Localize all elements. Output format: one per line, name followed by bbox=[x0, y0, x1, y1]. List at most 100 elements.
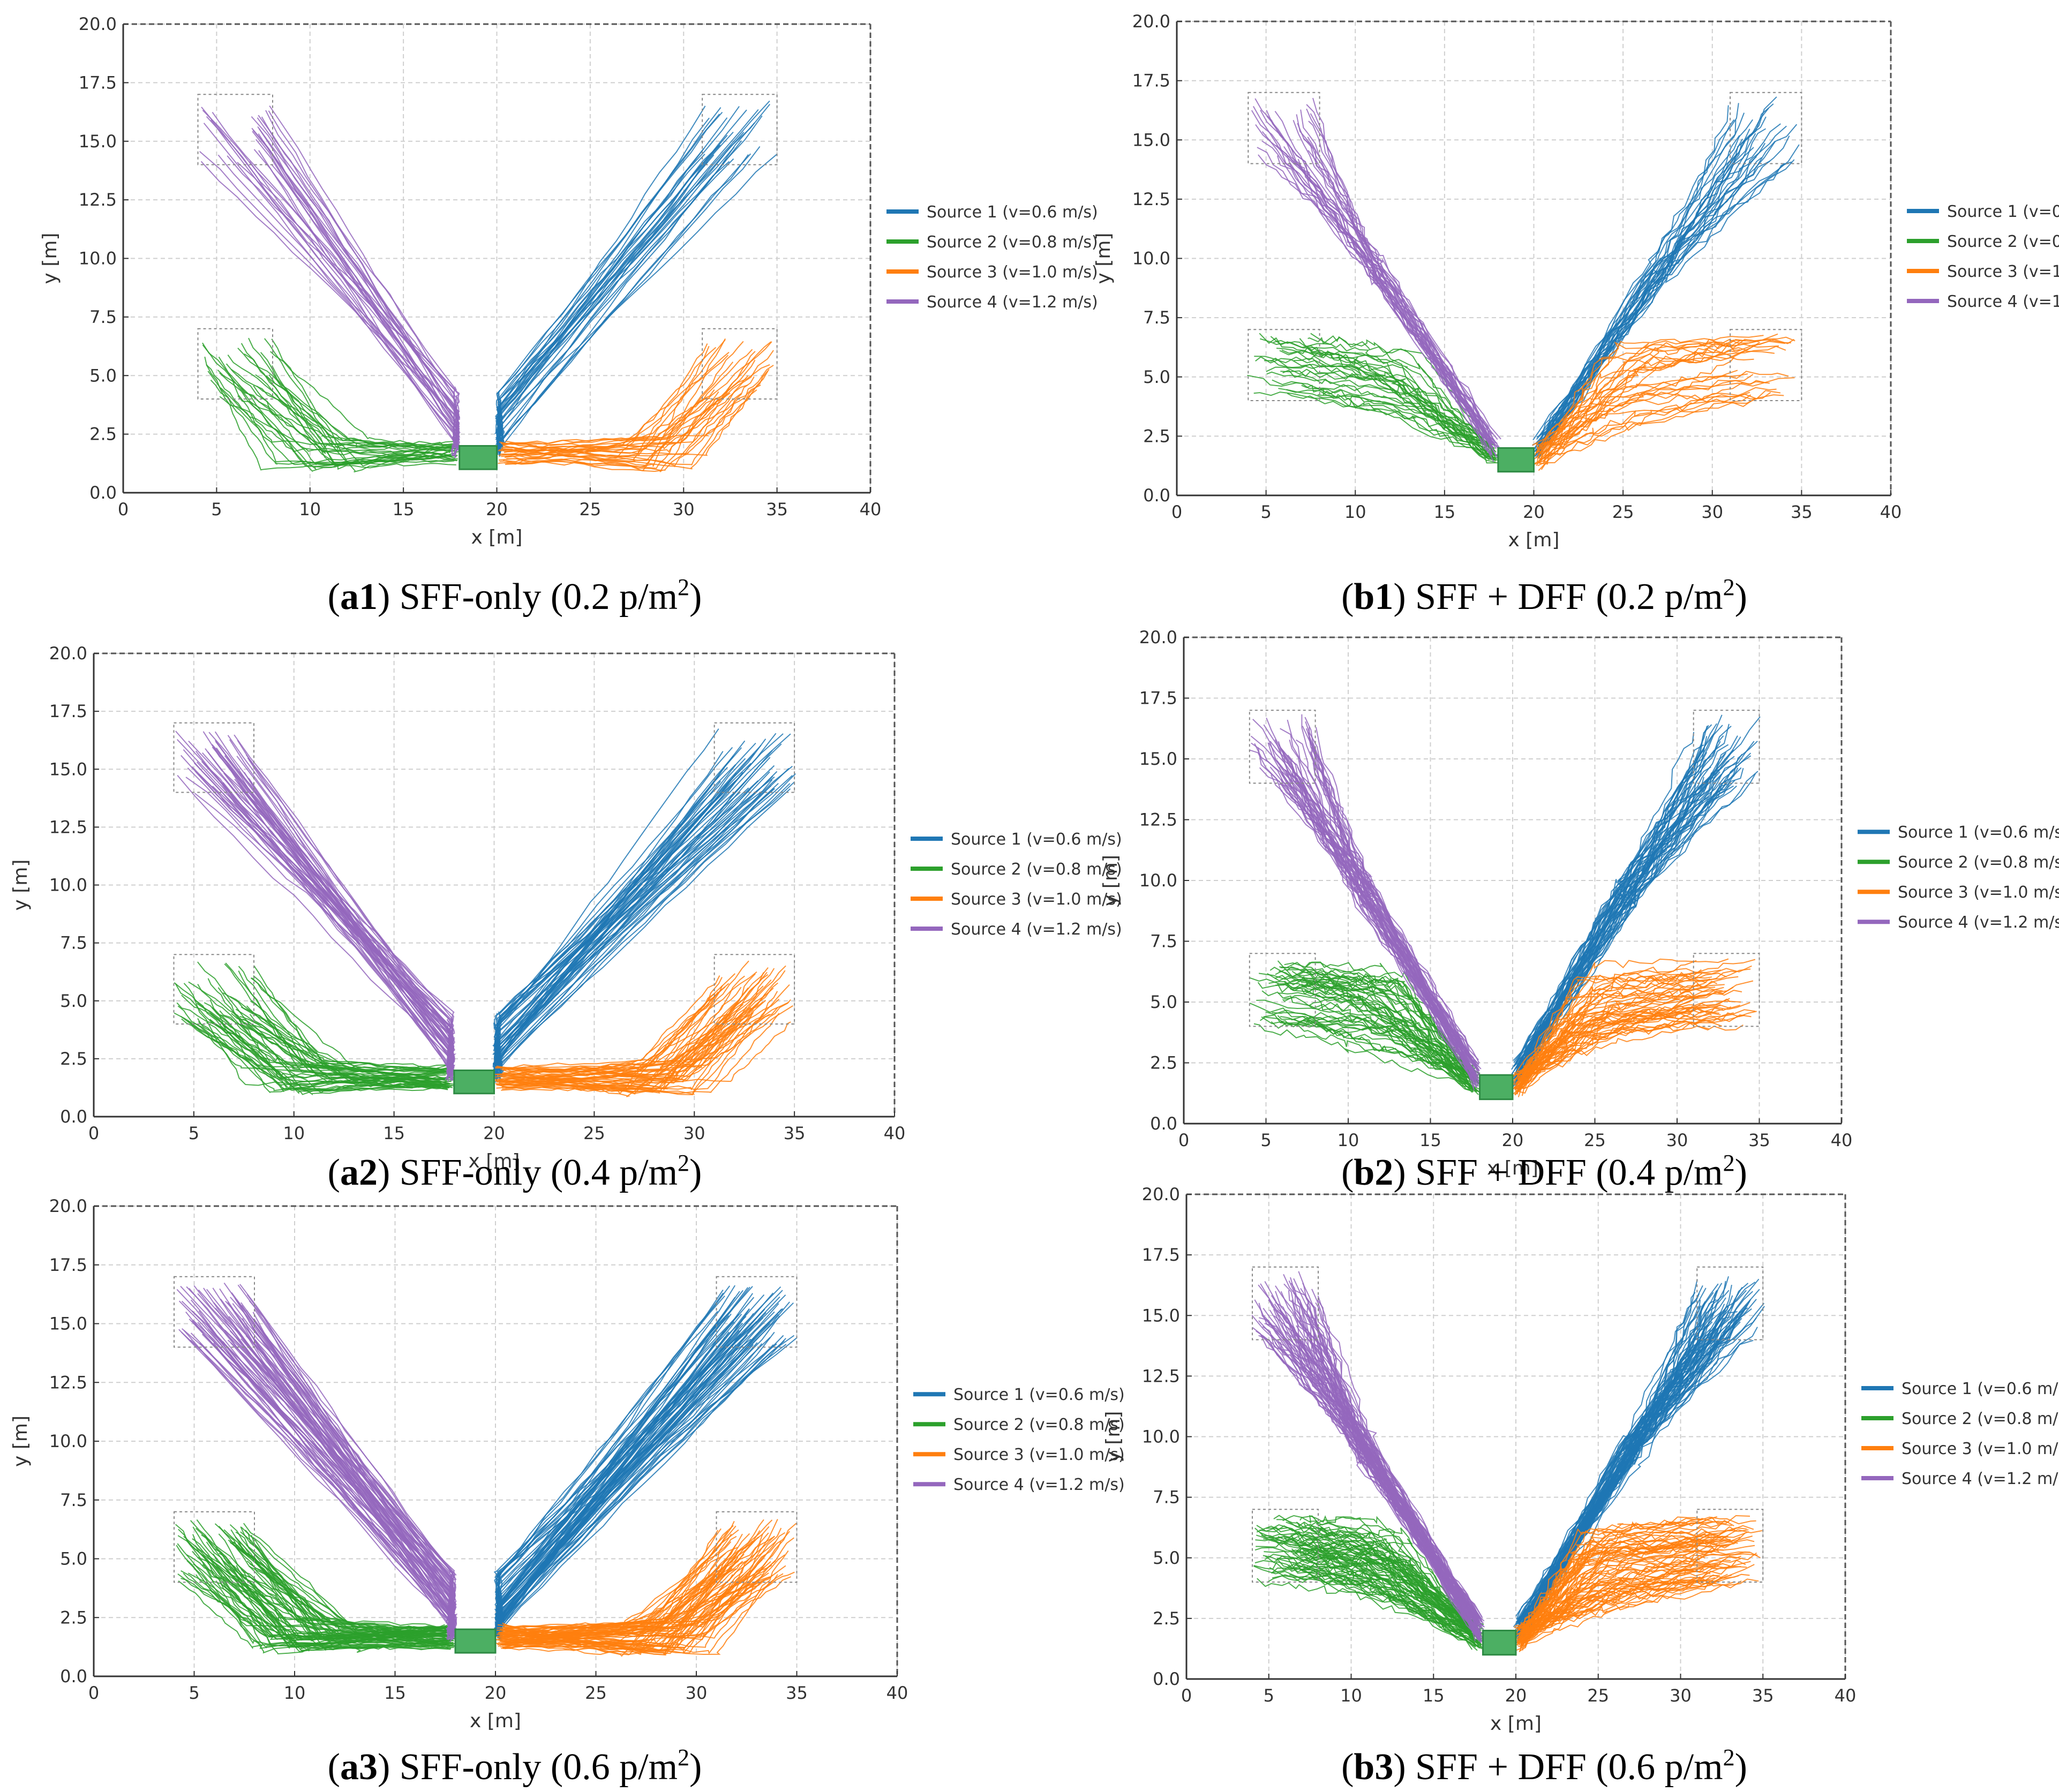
trajectory-line bbox=[213, 1553, 451, 1642]
y-tick-label: 15.0 bbox=[49, 759, 87, 779]
exit-zone bbox=[453, 1070, 495, 1095]
y-tick-label: 12.5 bbox=[49, 1372, 87, 1392]
x-tick-label: 20 bbox=[486, 499, 508, 519]
trajectory-line bbox=[503, 1554, 736, 1655]
trajectory-line bbox=[1517, 1573, 1750, 1630]
x-tick-label: 35 bbox=[1752, 1685, 1774, 1706]
trajectory-line bbox=[223, 772, 454, 1081]
trajectory-line bbox=[218, 356, 457, 463]
trajectory-line bbox=[240, 1338, 453, 1627]
source-zone-3 bbox=[1730, 329, 1802, 401]
x-axis-label: x [m] bbox=[471, 526, 523, 548]
trajectory-line bbox=[1539, 391, 1771, 453]
y-tick-label: 15.0 bbox=[1139, 749, 1177, 769]
trajectory-line bbox=[219, 1288, 456, 1630]
series-1 bbox=[492, 728, 796, 1083]
trajectory-line bbox=[1520, 1535, 1719, 1633]
trajectory-line bbox=[1517, 980, 1754, 1079]
source-zone-2 bbox=[1249, 953, 1316, 1027]
source-zone-4 bbox=[1252, 1266, 1319, 1341]
trajectory-line bbox=[505, 345, 710, 471]
trajectory-line bbox=[1522, 1519, 1734, 1633]
trajectory-line bbox=[1288, 1558, 1479, 1636]
series-2 bbox=[1249, 960, 1483, 1095]
y-tick-label: 17.5 bbox=[49, 1255, 87, 1275]
trajectory-line bbox=[1515, 973, 1712, 1091]
trajectory-line bbox=[1273, 1515, 1480, 1640]
source-zone-1 bbox=[1693, 710, 1760, 784]
y-tick-label: 17.5 bbox=[49, 701, 87, 721]
trajectory-line bbox=[503, 1007, 748, 1095]
y-tick-label: 2.5 bbox=[1153, 1608, 1180, 1629]
trajectory-line bbox=[1511, 771, 1759, 1074]
trajectory-line bbox=[1519, 1014, 1752, 1076]
series-3 bbox=[1512, 958, 1757, 1097]
trajectory-line bbox=[499, 351, 730, 462]
source-zones bbox=[173, 722, 795, 1025]
trajectory-line bbox=[1249, 749, 1478, 1072]
y-tick-label: 2.5 bbox=[89, 424, 117, 445]
x-tick-label: 0 bbox=[88, 1683, 99, 1703]
trajectory-line bbox=[1278, 744, 1478, 1088]
source-zone-3 bbox=[716, 1511, 798, 1583]
chart-panel-a2: 0 5 10 15 20 25 30 35 40 0.0 2.5 5.0 7.5 10.0 12.5 15.0… bbox=[0, 597, 1122, 1194]
exit-zone bbox=[1482, 1630, 1517, 1656]
chart-b3: 0 5 10 15 20 25 30 35 40 0.0 2.5 5.0 7.5 10.0 12.5 15.0… bbox=[1102, 1184, 2059, 1735]
caption-a2: (a2) SFF-only (0.4 p/m2) bbox=[327, 1150, 702, 1194]
trajectory-line bbox=[237, 348, 456, 449]
x-tick-label: 15 bbox=[393, 499, 415, 519]
legend-label-1: Source 1 (v=0.6 m/s) bbox=[951, 830, 1122, 849]
chart-a3: 0 5 10 15 20 25 30 35 40 0.0 2.5 5.0 7.5 10.0 12.5 15.0… bbox=[10, 1196, 1125, 1732]
trajectory-line bbox=[1265, 1555, 1478, 1637]
y-tick-label: 12.5 bbox=[49, 817, 87, 837]
trajectory-line bbox=[222, 782, 453, 1081]
caption-superscript: 2 bbox=[1723, 1744, 1735, 1771]
trajectory-line bbox=[1256, 999, 1475, 1079]
legend-label-3: Source 3 (v=1.0 m/s) bbox=[927, 263, 1098, 282]
trajectory-line bbox=[1516, 735, 1738, 1072]
trajectory-line bbox=[1515, 1559, 1731, 1630]
trajectory-line bbox=[504, 350, 774, 472]
caption-density: (0.2 p/m bbox=[550, 576, 678, 618]
chart-panel-b3: 0 5 10 15 20 25 30 35 40 0.0 2.5 5.0 7.5 10.0 12.5 15.0… bbox=[1030, 1184, 2059, 1792]
legend-label-3: Source 3 (v=1.0 m/s) bbox=[1898, 883, 2059, 902]
trajectory-line bbox=[1309, 737, 1479, 1065]
series-2 bbox=[1253, 1515, 1485, 1651]
y-tick-label: 20.0 bbox=[1142, 1184, 1180, 1204]
series-2 bbox=[175, 1519, 456, 1655]
y-tick-label: 0.0 bbox=[89, 483, 117, 503]
caption-superscript: 2 bbox=[678, 1150, 690, 1176]
x-tick-label: 20 bbox=[483, 1123, 505, 1143]
trajectory-line bbox=[219, 1010, 447, 1073]
y-tick-label: 7.5 bbox=[89, 307, 117, 327]
y-tick-label: 7.5 bbox=[1153, 1487, 1180, 1508]
trajectory-line bbox=[1514, 990, 1742, 1096]
y-tick-label: 0.0 bbox=[1150, 1113, 1177, 1134]
caption-suffix: ) bbox=[689, 1152, 702, 1193]
y-tick-label: 15.0 bbox=[1132, 130, 1170, 150]
trajectory-line bbox=[1519, 1518, 1715, 1636]
x-tick-label: 10 bbox=[1337, 1130, 1359, 1150]
trajectory-line bbox=[1286, 389, 1496, 459]
series-2 bbox=[202, 337, 459, 473]
trajectory-line bbox=[1542, 377, 1795, 463]
x-tick-label: 25 bbox=[585, 1683, 607, 1703]
x-tick-label: 40 bbox=[884, 1123, 906, 1143]
caption-superscript: 2 bbox=[678, 1744, 690, 1771]
y-axis-label: y [m] bbox=[1100, 855, 1122, 906]
series-1 bbox=[493, 1285, 798, 1642]
plot-area bbox=[199, 100, 778, 473]
trajectory-line bbox=[174, 982, 450, 1085]
trajectory-line bbox=[1258, 1335, 1482, 1639]
legend: Source 1 (v=0.6 m/s) Source 2 (v=0.8 m/s)… bbox=[1861, 1380, 2059, 1488]
trajectory-line bbox=[1304, 1556, 1475, 1647]
x-tick-label: 5 bbox=[1260, 502, 1271, 522]
y-tick-label: 10.0 bbox=[1139, 870, 1177, 891]
y-tick-label: 17.5 bbox=[1132, 71, 1170, 91]
legend-label-1: Source 1 (v=0.6 m/s) bbox=[1947, 202, 2059, 221]
trajectory-line bbox=[497, 1574, 778, 1654]
x-tick-label: 35 bbox=[1748, 1130, 1770, 1150]
trajectory-line bbox=[1305, 728, 1477, 1073]
y-tick-label: 20.0 bbox=[1139, 627, 1177, 647]
trajectory-line bbox=[197, 961, 452, 1092]
